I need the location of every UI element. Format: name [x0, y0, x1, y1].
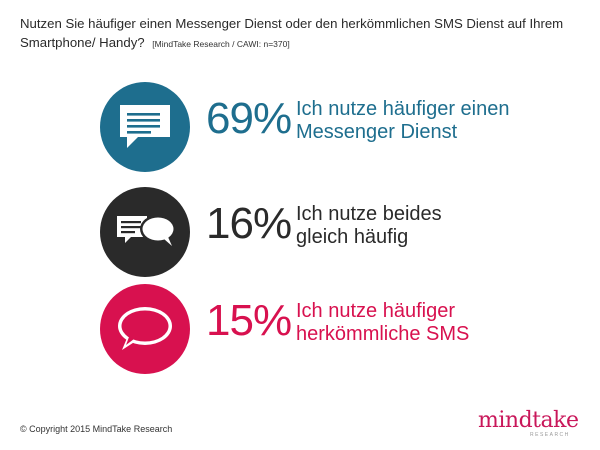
mindtake-logo: mindtake — [478, 408, 579, 433]
question-title: Nutzen Sie häufiger einen Messenger Dien… — [20, 14, 585, 54]
label-both-line1: Ich nutze beides — [296, 203, 442, 225]
round-bubble-icon — [100, 284, 190, 374]
result-row-both: 16% Ich nutze beides gleich häufig — [0, 187, 600, 277]
label-messenger-line2: Messenger Dienst — [296, 121, 458, 143]
copyright-text: © Copyright 2015 MindTake Research — [20, 424, 173, 434]
source-note: [MindTake Research / CAWI: n=370] — [152, 39, 290, 49]
label-sms: Ich nutze häufiger herkömmliche SMS — [296, 300, 469, 346]
chat-lines-icon — [100, 82, 190, 172]
mindtake-logo-subtitle: RESEARCH — [530, 432, 570, 438]
percent-messenger: 69% — [206, 94, 292, 143]
two-bubbles-icon — [100, 187, 190, 277]
percent-both: 16% — [206, 199, 292, 248]
label-sms-line2: herkömmliche SMS — [296, 323, 470, 345]
result-row-messenger: 69% Ich nutze häufiger einen Messenger D… — [0, 82, 600, 172]
question-text: Nutzen Sie häufiger einen Messenger Dien… — [20, 16, 564, 50]
label-messenger: Ich nutze häufiger einen Messenger Diens… — [296, 98, 510, 144]
label-both-line2: gleich häufig — [296, 226, 409, 248]
label-both: Ich nutze beides gleich häufig — [296, 203, 442, 249]
label-sms-line1: Ich nutze häufiger — [296, 300, 455, 322]
result-row-sms: 15% Ich nutze häufiger herkömmliche SMS — [0, 284, 600, 374]
percent-sms: 15% — [206, 296, 292, 345]
label-messenger-line1: Ich nutze häufiger einen — [296, 98, 510, 120]
